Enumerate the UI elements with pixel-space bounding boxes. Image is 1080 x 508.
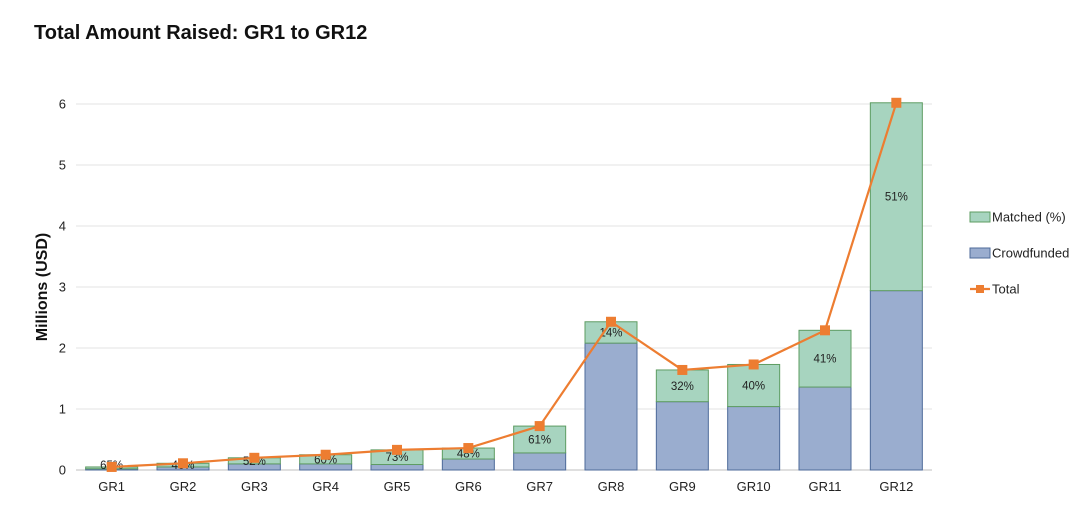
x-tick-label-GR6: GR6 xyxy=(455,479,482,494)
x-tick-label-GR3: GR3 xyxy=(241,479,268,494)
data-label-GR12: 51% xyxy=(885,192,908,204)
legend-label-crowdfunded: Crowdfunded xyxy=(992,246,1069,261)
legend-swatch-crowdfunded xyxy=(969,247,991,259)
legend-swatch-matched xyxy=(969,211,991,223)
legend-label-total: Total xyxy=(992,282,1020,297)
bar-crowdfunded-GR12 xyxy=(869,290,923,471)
y-tick-label-5: 5 xyxy=(59,158,66,173)
y-tick-label-4: 4 xyxy=(59,219,66,234)
x-tick-label-GR12: GR12 xyxy=(879,479,913,494)
data-label-GR7: 61% xyxy=(528,435,551,447)
y-axis-title: Millions (USD) xyxy=(34,233,51,341)
total-marker-GR1 xyxy=(106,461,117,472)
total-marker-GR5 xyxy=(392,444,402,455)
y-tick-label-0: 0 xyxy=(59,463,66,478)
bar-crowdfunded-GR11 xyxy=(798,386,852,471)
bar-crowdfunded-GR5 xyxy=(370,464,424,471)
total-marker-GR4 xyxy=(320,449,331,460)
legend-marker-total xyxy=(976,285,984,293)
line-layer xyxy=(106,97,902,472)
x-tick-label-GR5: GR5 xyxy=(384,479,411,494)
total-marker-GR12 xyxy=(891,97,902,108)
data-label-GR10: 40% xyxy=(742,381,765,393)
x-tick-label-GR2: GR2 xyxy=(170,479,197,494)
total-line xyxy=(111,102,898,469)
total-marker-GR3 xyxy=(249,452,260,463)
total-marker-GR9 xyxy=(677,364,688,375)
total-marker-GR7 xyxy=(534,421,545,432)
bar-crowdfunded-GR7 xyxy=(513,452,567,471)
x-tick-label-GR7: GR7 xyxy=(526,479,553,494)
axis-layer: 0 1 2 3 4 5 6 Millions (USD) GR1 GR2 GR3 GR4 GR5 GR6 G… xyxy=(34,97,913,495)
bar-crowdfunded-GR10 xyxy=(727,406,781,471)
x-tick-label-GR1: GR1 xyxy=(98,479,125,494)
bar-matched-GR12 xyxy=(869,102,923,292)
label-layer: 65%46%52%60%73%48%61%14%32%40%41%51% xyxy=(100,192,908,472)
total-marker-GR6 xyxy=(463,443,474,454)
data-label-GR11: 41% xyxy=(813,354,836,366)
x-tick-label-GR10: GR10 xyxy=(737,479,771,494)
legend-layer: Matched (%) Crowdfunded Total xyxy=(969,210,1069,297)
x-tick-label-GR11: GR11 xyxy=(809,479,842,494)
bar-layer xyxy=(85,102,923,471)
chart-title: Total Amount Raised: GR1 to GR12 xyxy=(34,22,368,44)
data-label-GR9: 32% xyxy=(671,381,694,393)
x-tick-label-GR9: GR9 xyxy=(669,479,696,494)
bar-crowdfunded-GR6 xyxy=(441,458,495,471)
total-marker-GR10 xyxy=(748,359,759,370)
total-marker-GR8 xyxy=(606,316,616,327)
data-label-GR6: 48% xyxy=(457,449,480,461)
y-tick-label-3: 3 xyxy=(59,280,66,295)
x-tick-label-GR8: GR8 xyxy=(598,479,625,494)
x-tick-label-GR4: GR4 xyxy=(312,479,339,494)
legend-label-matched: Matched (%) xyxy=(992,210,1066,225)
bar-crowdfunded-GR9 xyxy=(655,401,709,471)
data-label-GR5: 73% xyxy=(385,452,408,464)
y-tick-label-6: 6 xyxy=(59,97,66,112)
y-tick-label-1: 1 xyxy=(59,402,66,417)
bar-crowdfunded-GR8 xyxy=(584,342,638,471)
data-label-GR4: 60% xyxy=(314,454,337,466)
y-tick-label-2: 2 xyxy=(59,341,66,356)
total-marker-GR11 xyxy=(820,325,830,336)
bar-matched-GR10 xyxy=(727,363,781,408)
total-marker-GR2 xyxy=(178,458,188,469)
